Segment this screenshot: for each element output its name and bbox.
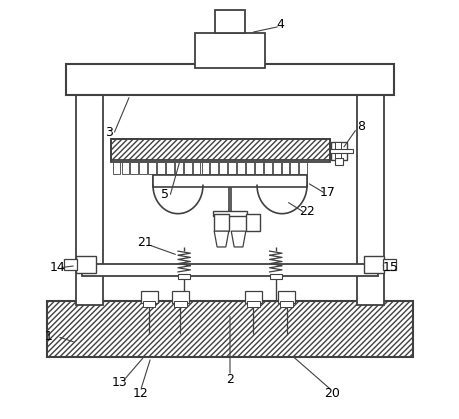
Bar (281, 163, 289, 174)
Bar (183, 163, 191, 174)
Bar (272, 163, 280, 174)
Bar (330, 142, 347, 160)
Bar (192, 163, 200, 174)
Bar (166, 163, 174, 174)
Bar (329, 149, 352, 153)
Text: 21: 21 (136, 236, 152, 249)
Text: 1: 1 (45, 330, 53, 343)
Bar (82, 264, 377, 276)
Text: 15: 15 (381, 261, 397, 274)
Bar (269, 274, 281, 279)
Bar (76, 80, 103, 305)
Bar (215, 10, 244, 33)
Bar (157, 163, 165, 174)
Bar (201, 163, 209, 174)
Polygon shape (214, 231, 228, 247)
Text: 4: 4 (275, 18, 283, 31)
Text: 17: 17 (319, 186, 335, 199)
Text: 14: 14 (49, 261, 65, 274)
Bar (214, 215, 228, 231)
Bar (66, 64, 393, 95)
Bar (171, 291, 189, 303)
Bar (174, 301, 186, 307)
Text: 22: 22 (298, 205, 314, 218)
Bar (143, 301, 155, 307)
Text: 5: 5 (161, 189, 169, 202)
Bar (47, 301, 412, 357)
Bar (263, 163, 271, 174)
Bar (139, 163, 147, 174)
Text: 12: 12 (132, 387, 148, 400)
Bar (382, 259, 396, 270)
Bar (246, 301, 259, 307)
Bar (280, 301, 292, 307)
Bar (121, 163, 129, 174)
Bar (63, 259, 77, 270)
Bar (112, 163, 120, 174)
Bar (236, 163, 244, 174)
Bar (290, 163, 297, 174)
Bar (254, 163, 262, 174)
Bar (76, 256, 96, 273)
Bar (178, 274, 190, 279)
Bar (356, 80, 383, 305)
Text: 13: 13 (112, 376, 127, 389)
Bar (228, 163, 235, 174)
Text: 3: 3 (105, 126, 113, 139)
Bar (111, 139, 329, 160)
Bar (194, 33, 265, 68)
Bar (213, 211, 246, 216)
Bar (334, 158, 342, 165)
Bar (174, 163, 182, 174)
Bar (130, 163, 138, 174)
Bar (246, 163, 253, 174)
Bar (299, 163, 307, 174)
Polygon shape (231, 231, 245, 247)
Text: 8: 8 (356, 120, 364, 133)
Bar (244, 291, 262, 303)
Text: 20: 20 (323, 387, 339, 400)
Bar (245, 215, 260, 231)
Bar (140, 291, 157, 303)
Text: 2: 2 (225, 373, 234, 386)
Bar (363, 256, 383, 273)
Bar (210, 163, 218, 174)
Bar (219, 163, 227, 174)
Bar (148, 163, 156, 174)
Bar (334, 142, 341, 158)
Bar (277, 291, 295, 303)
Bar (111, 139, 329, 163)
Bar (153, 175, 306, 186)
